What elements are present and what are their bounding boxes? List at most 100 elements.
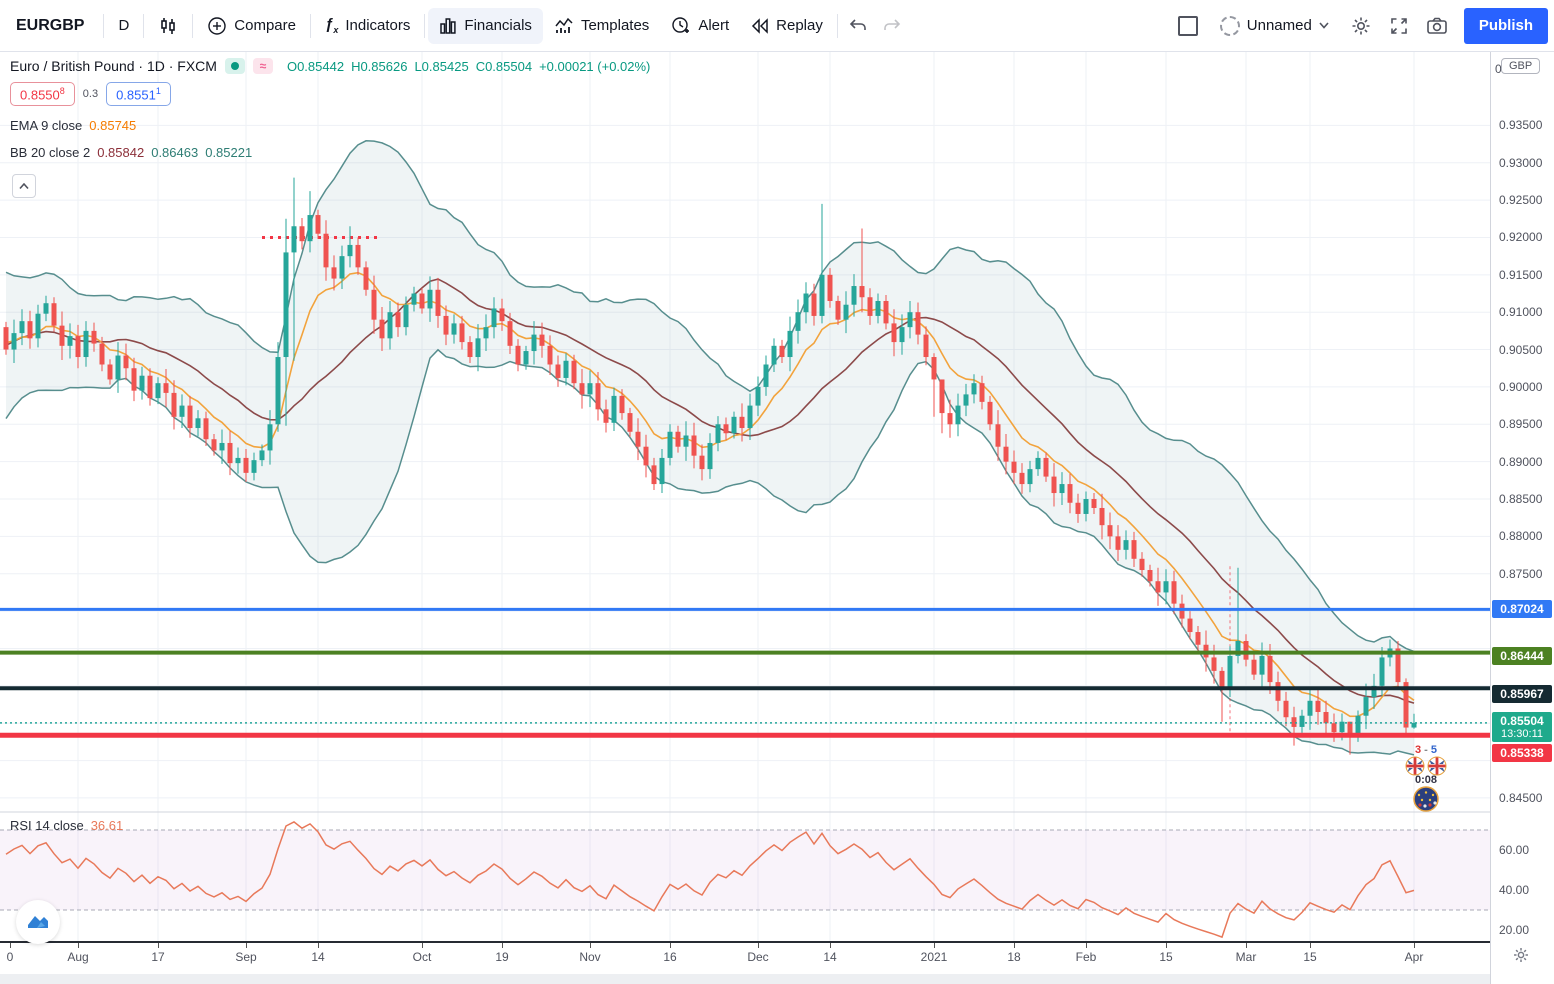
approx-data-icon[interactable]: ≈: [252, 58, 273, 74]
tradingview-logo-icon: [28, 916, 48, 928]
templates-icon: [554, 17, 574, 35]
time-tick-label: 17: [151, 950, 165, 964]
indicators-button[interactable]: ƒx Indicators: [325, 16, 411, 35]
time-tick-label: Apr: [1404, 950, 1424, 964]
time-tick-mark: [1166, 943, 1167, 948]
time-tick-label: Feb: [1075, 950, 1097, 964]
time-tick-mark: [78, 943, 79, 948]
ohlc-values: O0.85442 H0.85626 L0.85425 C0.85504 +0.0…: [287, 59, 650, 74]
time-tick-label: 15: [1303, 950, 1317, 964]
close-value: C0.85504: [475, 58, 533, 74]
toolbar-divider: [836, 13, 838, 38]
time-tick-label: Sep: [235, 950, 257, 964]
time-axis[interactable]: 0 Aug 17 Sep 14 Oct 19 Nov 16 Dec 14 2021 18 Feb 15 Mar…: [0, 941, 1554, 974]
chart-style-button[interactable]: [147, 8, 189, 44]
compare-button[interactable]: Compare: [196, 8, 307, 44]
time-tick-mark: [1310, 943, 1311, 948]
toolbar-divider: [310, 13, 311, 38]
axis-settings-button[interactable]: [1512, 946, 1530, 969]
price-tick-label: 0.93500: [1499, 118, 1543, 133]
time-tick-mark: [10, 943, 11, 948]
symbol-title[interactable]: Euro / British Pound · 1D · FXCM: [10, 58, 217, 74]
top-toolbar: EURGBP D Compare ƒx Indicators: [0, 0, 1554, 52]
publish-button[interactable]: Publish: [1463, 7, 1548, 44]
symbol-button[interactable]: EURGBP: [6, 8, 100, 44]
uk-flag-sticker-icon: [1427, 756, 1447, 776]
spread-value: 0.3: [82, 88, 99, 101]
time-tick-label: Oct: [412, 950, 432, 964]
financials-button[interactable]: Financials: [428, 7, 543, 44]
time-tick-mark: [590, 943, 591, 948]
price-tick-label: 0.88000: [1499, 529, 1543, 544]
realtime-dot-icon[interactable]: [224, 58, 245, 74]
price-tick-label: 0.92000: [1499, 230, 1543, 245]
price-tick-label: 0.91500: [1499, 267, 1543, 282]
time-tick-mark: [1414, 943, 1415, 948]
undo-button[interactable]: [841, 9, 875, 43]
price-tick-label: 0.87500: [1499, 566, 1543, 581]
time-tick-mark: [1246, 943, 1247, 948]
time-tick-label: 19: [495, 950, 509, 964]
time-tick-mark: [1086, 943, 1087, 948]
time-tick-label: Mar: [1235, 950, 1257, 964]
time-tick-label: 2021: [920, 950, 948, 964]
settings-button[interactable]: [1344, 9, 1378, 43]
price-level-badge: 0.86444: [1492, 646, 1552, 665]
price-tick-label: 0.91000: [1499, 305, 1543, 320]
templates-button[interactable]: Templates: [543, 8, 660, 44]
layout-button[interactable]: [1171, 9, 1205, 43]
save-layout-button[interactable]: Unnamed: [1209, 8, 1340, 44]
candlestick-icon: [158, 16, 178, 36]
price-axis[interactable]: 0. GBP 0.93500 0.93000 0.92500 0.92000 0.915…: [1490, 52, 1554, 984]
interval-button[interactable]: D: [118, 17, 130, 34]
rsi-value: 36.61: [90, 818, 124, 833]
alert-button[interactable]: Alert: [660, 8, 740, 44]
price-tick-label: 0.88500: [1499, 492, 1543, 506]
collapse-legend-button[interactable]: [12, 174, 36, 198]
screenshot-button[interactable]: [1420, 9, 1454, 43]
bb-label: BB 20 close 2: [10, 145, 91, 161]
price-tick-label: 0.92500: [1499, 193, 1543, 208]
financials-icon: [439, 17, 457, 35]
currency-toggle[interactable]: GBP: [1501, 58, 1541, 74]
price-tick-label: 0.90500: [1499, 342, 1543, 357]
time-tick-label: 14: [823, 950, 837, 964]
rsi-tick-label: 60.00: [1499, 843, 1530, 857]
tradingview-logo[interactable]: [16, 900, 60, 944]
toolbar-divider: [424, 13, 426, 38]
bar-countdown: 13:30:11: [1500, 727, 1543, 740]
price-tick-label: 0.93000: [1499, 155, 1543, 170]
bb-legend[interactable]: BB 20 close 2 0.85842 0.86463 0.85221: [10, 145, 650, 160]
time-tick-mark: [670, 943, 671, 948]
bb-upper-value: 0.86463: [151, 145, 199, 161]
redo-button[interactable]: [875, 9, 909, 43]
price-tick-label: 0.89500: [1499, 417, 1543, 432]
replay-button[interactable]: Replay: [740, 8, 834, 44]
bb-lower-value: 0.85221: [205, 145, 253, 161]
price-level-badge: 0.85967: [1492, 685, 1552, 704]
chevron-up-icon: [19, 182, 29, 189]
fullscreen-icon: [1391, 17, 1407, 34]
ema-legend[interactable]: EMA 9 close 0.85745: [10, 118, 650, 133]
layout-icon: [1177, 15, 1198, 36]
camera-icon: [1427, 17, 1447, 34]
rsi-tick-label: 20.00: [1499, 923, 1530, 937]
time-tick-mark: [246, 943, 247, 948]
current-price-badge: 0.85504 13:30:11: [1492, 711, 1552, 742]
buy-button[interactable]: 0.85511: [106, 82, 171, 107]
symbol-label: EURGBP: [16, 16, 85, 34]
cloud-save-icon: [1219, 15, 1240, 36]
chart-stickers[interactable]: 3 - 5 0:08: [1396, 744, 1456, 817]
fullscreen-button[interactable]: [1382, 9, 1416, 43]
open-value: O0.85442: [286, 58, 345, 74]
sell-button[interactable]: 0.85508: [10, 82, 75, 107]
time-tick-label: 14: [311, 950, 325, 964]
time-tick-label: 16: [663, 950, 677, 964]
high-value: H0.85626: [351, 58, 408, 74]
rsi-tick-label: 40.00: [1499, 883, 1530, 897]
rsi-legend[interactable]: RSI 14 close 36.61: [10, 818, 123, 833]
time-tick-label: 18: [1007, 950, 1021, 964]
price-tick-label: 0.90000: [1499, 379, 1543, 394]
ema-value: 0.85745: [89, 118, 137, 134]
